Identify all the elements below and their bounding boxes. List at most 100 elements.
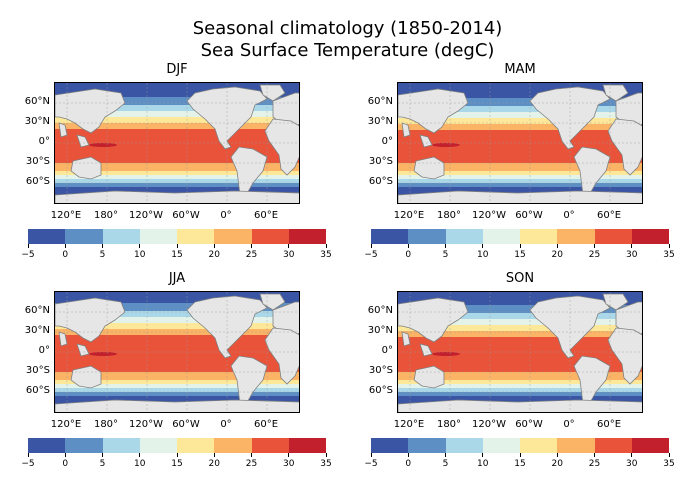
- sst-band: [398, 384, 642, 388]
- colorbar-tick-label: −5: [364, 250, 378, 260]
- colorbar-segment: [520, 438, 558, 453]
- lat-label: 60°N: [24, 305, 50, 316]
- colorbar-tick-label: 15: [171, 459, 183, 469]
- colorbar-tick-label: 10: [477, 459, 489, 469]
- colorbar-tick-label: 35: [320, 250, 332, 260]
- colorbar-segment: [288, 229, 326, 244]
- sst-band: [398, 124, 642, 130]
- sst-band: [55, 117, 299, 123]
- panel-title-mam: MAM: [504, 62, 536, 77]
- sst-map-djf: [55, 83, 299, 203]
- land-mass: [55, 88, 126, 134]
- colorbar-tick: [594, 244, 595, 248]
- lon-label: 120°W: [129, 210, 163, 221]
- land-mass: [529, 295, 611, 359]
- sst-band: [55, 183, 299, 187]
- colorbar-jja: [28, 438, 326, 453]
- warm-pool: [432, 352, 460, 356]
- lon-label: 120°E: [50, 419, 82, 430]
- sst-band: [55, 392, 299, 396]
- lon-label: 60°E: [596, 210, 622, 221]
- sst-band: [398, 388, 642, 392]
- colorbar-tick: [176, 453, 178, 457]
- colorbar-tick: [556, 244, 558, 248]
- lon-label: 0°: [220, 419, 232, 430]
- sst-band: [398, 313, 642, 319]
- sst-band: [398, 112, 642, 118]
- sst-band: [398, 118, 642, 124]
- colorbar-tick-label: 10: [134, 459, 146, 469]
- colorbar-segment: [139, 438, 177, 453]
- sst-band: [398, 179, 642, 183]
- colorbar-segment: [177, 229, 215, 244]
- colorbar-tick: [631, 453, 633, 457]
- land-mass: [186, 295, 268, 359]
- sst-band: [398, 183, 642, 187]
- lon-label: 120°E: [50, 210, 82, 221]
- colorbar-tick-label: 30: [283, 250, 295, 260]
- colorbar-segment: [631, 438, 669, 453]
- map-panel-jja: [54, 291, 300, 413]
- land-mass: [264, 118, 299, 176]
- colorbar-tick-label: 15: [514, 250, 526, 260]
- lat-label: 0°: [38, 136, 50, 147]
- colorbar-segment: [594, 229, 632, 244]
- lat-label: 0°: [381, 345, 393, 356]
- colorbar-segment: [482, 438, 520, 453]
- colorbar-tick-label: 35: [320, 459, 332, 469]
- colorbar-tick-label: 0: [405, 459, 412, 469]
- lon-label: 60°E: [596, 419, 622, 430]
- colorbar-tick: [213, 244, 215, 248]
- colorbar-tick-label: 30: [626, 459, 638, 469]
- colorbar-tick: [370, 244, 372, 248]
- lat-label: 30°S: [25, 156, 50, 167]
- sst-band: [398, 305, 642, 313]
- colorbar-tick-label: 5: [99, 250, 106, 260]
- panel-title-djf: DJF: [166, 62, 188, 77]
- colorbar-tick: [139, 244, 141, 248]
- colorbar-segment: [631, 229, 669, 244]
- land-mass: [529, 86, 611, 150]
- lat-label: 30°S: [25, 365, 50, 376]
- lat-label: 60°S: [368, 176, 393, 187]
- sst-map-jja: [55, 292, 299, 412]
- lat-label: 60°N: [367, 305, 393, 316]
- colorbar-segment: [520, 229, 558, 244]
- lat-label: 0°: [381, 136, 393, 147]
- lat-label: 60°S: [368, 385, 393, 396]
- colorbar-tick: [445, 453, 446, 457]
- colorbar-segment: [251, 438, 289, 453]
- land-mass: [413, 365, 445, 389]
- colorbar-tick-label: 35: [663, 459, 675, 469]
- colorbar-tick: [631, 244, 633, 248]
- panel-title-son: SON: [505, 271, 535, 286]
- map-panel-son: [397, 291, 643, 413]
- land-mass: [259, 84, 286, 102]
- colorbar-tick-label: 0: [62, 250, 69, 260]
- colorbar-segment: [139, 229, 177, 244]
- colorbar-segment: [214, 229, 252, 244]
- warm-pool: [89, 143, 117, 147]
- lon-label: 60°W: [515, 210, 543, 221]
- land-mass: [398, 190, 642, 203]
- colorbar-tick: [594, 453, 595, 457]
- colorbar-segment: [482, 229, 520, 244]
- colorbar-tick-label: 0: [405, 250, 412, 260]
- colorbar-segment: [445, 438, 483, 453]
- sst-band: [398, 319, 642, 325]
- colorbar-segment: [594, 438, 632, 453]
- lat-label: 60°S: [25, 385, 50, 396]
- sst-band: [398, 98, 642, 106]
- lon-label: 0°: [220, 210, 232, 221]
- colorbar-tick: [288, 244, 290, 248]
- colorbar-tick-label: 20: [551, 250, 563, 260]
- colorbar-segment: [65, 438, 103, 453]
- colorbar-tick: [27, 244, 29, 248]
- sst-band: [398, 392, 642, 396]
- lon-label: 60°E: [253, 419, 279, 430]
- colorbar-tick: [519, 453, 521, 457]
- colorbar-tick: [370, 453, 372, 457]
- lat-label: 60°S: [25, 176, 50, 187]
- colorbar-tick-label: 5: [99, 459, 106, 469]
- lat-label: 30°N: [24, 116, 50, 127]
